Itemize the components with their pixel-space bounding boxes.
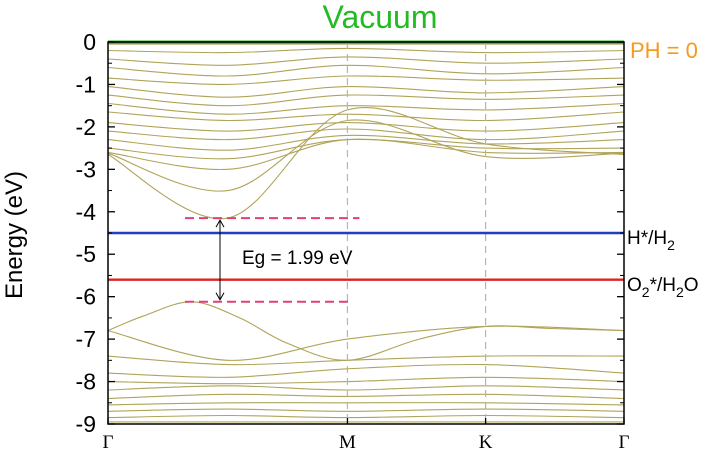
band-line [107, 408, 625, 412]
reference-lines [108, 40, 624, 281]
band-line [107, 75, 625, 85]
band-line [107, 106, 625, 220]
y-tick-label: -2 [76, 114, 96, 140]
k-point-dividers [346, 42, 487, 424]
gap-arrow-head-top [215, 219, 225, 228]
y-tick-label: -9 [76, 411, 96, 437]
band-line [107, 376, 625, 385]
y-axis-label: Energy (eV) [1, 171, 28, 299]
x-tick-label: K [479, 432, 493, 453]
y-tick-label: -8 [76, 369, 96, 395]
band-line [107, 138, 625, 171]
band-edge-markers [185, 217, 360, 303]
band-line [107, 64, 625, 77]
band-line [107, 111, 625, 122]
y-tick-label: -3 [76, 156, 96, 182]
y-tick-label: -7 [76, 326, 96, 352]
band-line [107, 56, 625, 66]
y-tick-label: -1 [76, 71, 96, 97]
vacuum-level-label: PH = 0 [630, 38, 698, 63]
chart-title: Vacuum [322, 0, 437, 35]
band-line [107, 86, 625, 98]
band-line [107, 325, 625, 361]
band-line [107, 134, 625, 151]
x-tick-label: Γ [103, 432, 114, 453]
top-valence-band [107, 301, 625, 361]
band-line [107, 414, 625, 419]
band-line [107, 47, 625, 54]
band-line [107, 363, 625, 378]
band-line [107, 128, 625, 141]
band-line [107, 102, 625, 115]
band-line [107, 385, 625, 391]
gap-arrow-head-bottom [215, 292, 225, 301]
band-line [107, 138, 625, 160]
y-axis-ticks: 0 -1 -2 -3 -4 -5 -6 -7 -8 -9 [76, 29, 624, 437]
band-line [107, 122, 625, 132]
x-tick-label: M [339, 432, 356, 453]
band-line [107, 94, 625, 107]
y-tick-label: -4 [76, 199, 97, 225]
y-tick-label: -5 [76, 241, 96, 267]
band-line [107, 393, 625, 400]
x-tick-label: Γ [619, 432, 630, 453]
h-reference-label: H*/H2 [627, 228, 675, 253]
y-tick-label: 0 [83, 29, 96, 55]
y-tick-label: -6 [76, 284, 96, 310]
o2-reference-label: O2*/H2O [627, 275, 699, 300]
band-gap-annotation: Eg = 1.99 eV [242, 248, 353, 269]
band-line [107, 402, 625, 406]
band-line [107, 119, 625, 192]
